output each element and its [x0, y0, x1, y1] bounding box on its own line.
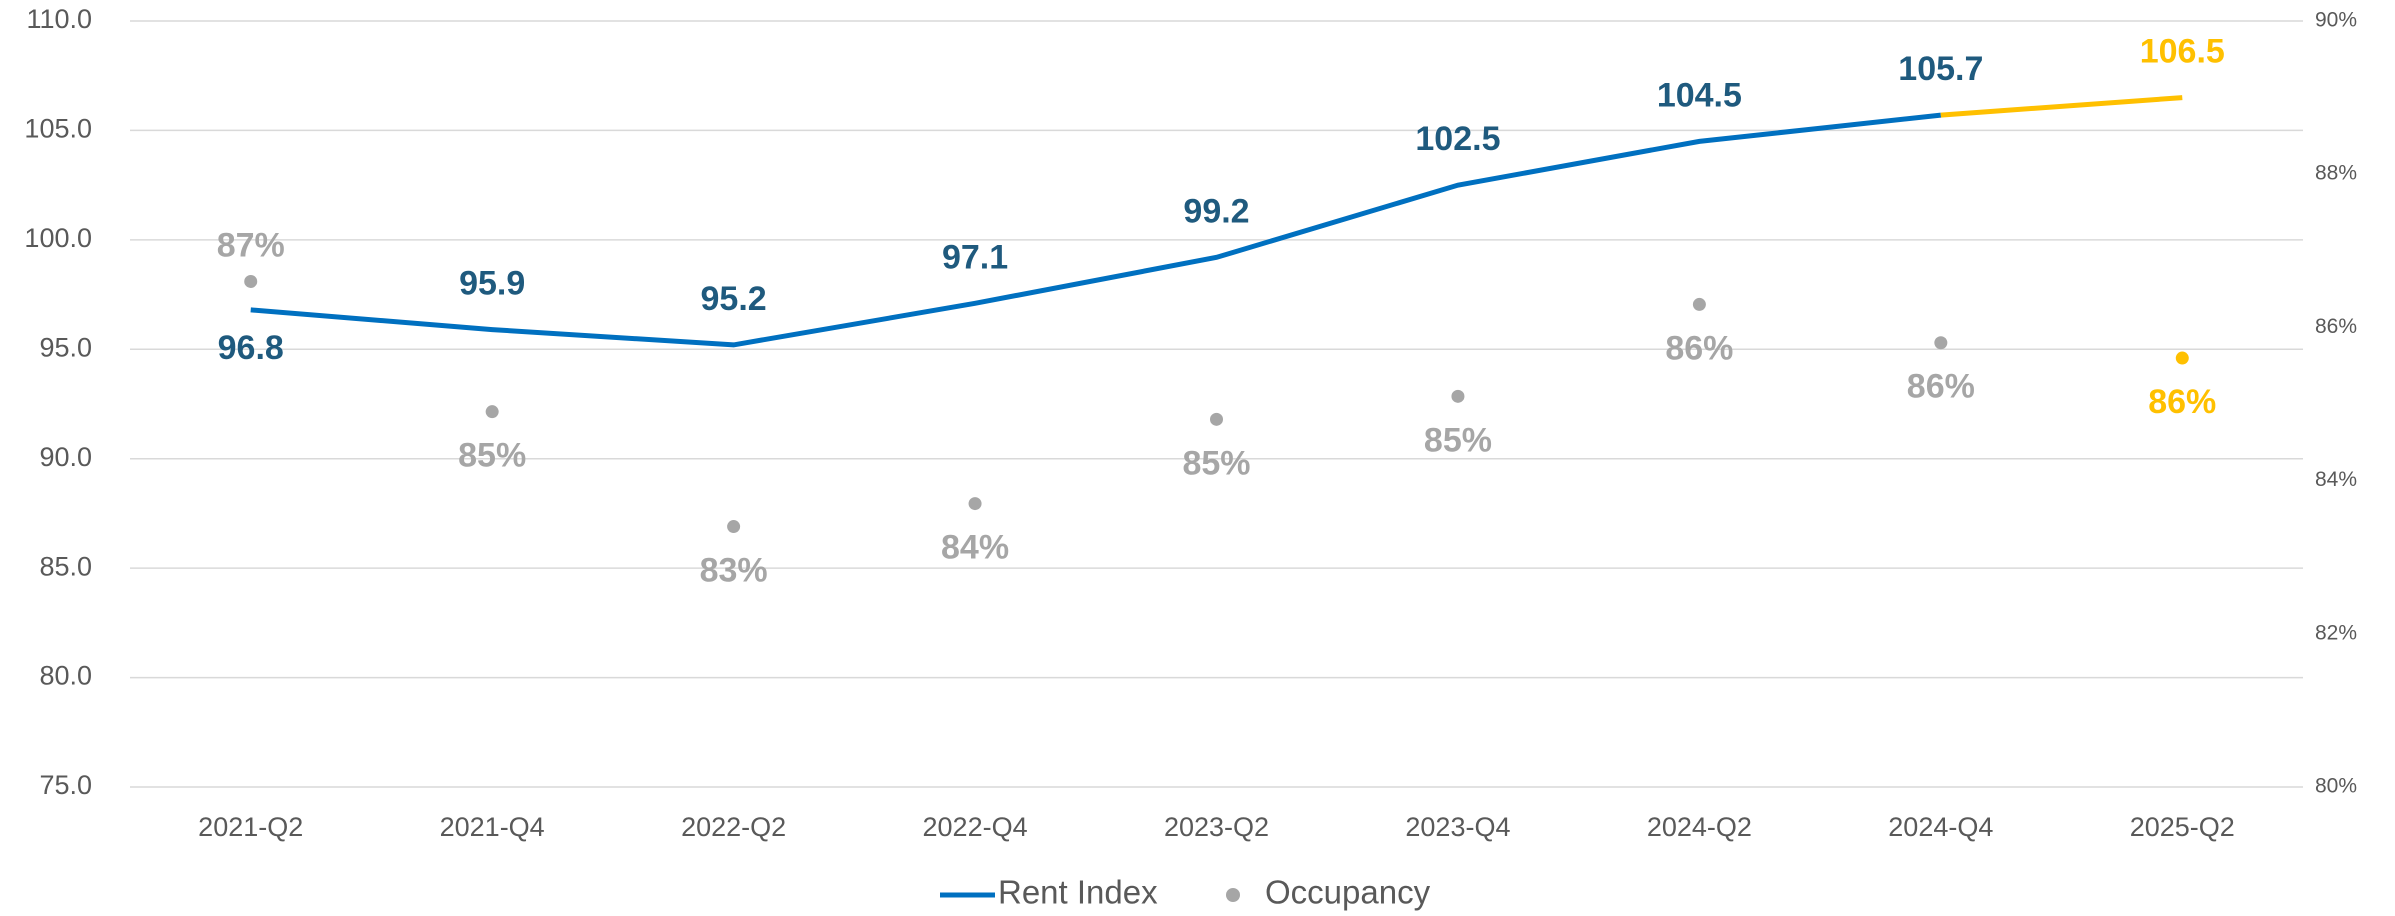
rent-label: 106.5 — [2140, 33, 2225, 71]
occupancy-label: 83% — [700, 552, 768, 590]
x-tick-label: 2022-Q4 — [923, 812, 1028, 842]
y-tick-label: 95.0 — [39, 332, 92, 362]
legend-label: Rent Index — [998, 874, 1158, 911]
x-tick-label: 2021-Q2 — [198, 812, 303, 842]
rent-line — [250, 112, 1942, 348]
y2-tick-label: 88% — [2315, 162, 2357, 185]
y-tick-label: 90.0 — [39, 442, 92, 472]
occupancy-point — [727, 520, 741, 534]
occupancy-point — [2175, 351, 2189, 365]
rent-label: 97.1 — [942, 238, 1008, 276]
y2-tick-label: 82% — [2315, 621, 2357, 644]
occupancy-point — [1934, 336, 1948, 350]
y-tick-label: 100.0 — [24, 223, 92, 253]
x-tick-label: 2024-Q4 — [1888, 812, 1993, 842]
occupancy-point — [244, 274, 258, 288]
occupancy-label: 85% — [1424, 421, 1492, 459]
occupancy-label: 85% — [458, 437, 526, 475]
x-tick-label: 2022-Q2 — [681, 812, 786, 842]
rent-label: 96.8 — [218, 329, 284, 367]
y-tick-label: 85.0 — [39, 551, 92, 581]
occupancy-point — [1451, 389, 1465, 403]
occupancy-label: 87% — [217, 226, 285, 264]
y-tick-label: 105.0 — [24, 114, 92, 144]
x-tick-label: 2025-Q2 — [2130, 812, 2235, 842]
rent-label: 102.5 — [1415, 120, 1500, 158]
rent-label: 95.9 — [459, 265, 525, 303]
y2-tick-label: 86% — [2315, 315, 2357, 338]
occupancy-point — [1692, 297, 1706, 311]
rent-line-forecast — [1940, 95, 2183, 118]
occupancy-point — [968, 497, 982, 511]
rent-label: 95.2 — [701, 280, 767, 318]
legend-swatch-dot — [1226, 888, 1240, 902]
x-tick-label: 2023-Q4 — [1405, 812, 1510, 842]
legend-label: Occupancy — [1265, 874, 1431, 911]
x-tick-label: 2021-Q4 — [440, 812, 545, 842]
x-tick-label: 2023-Q2 — [1164, 812, 1269, 842]
occupancy-label: 84% — [941, 529, 1009, 567]
y-tick-label: 110.0 — [26, 4, 92, 34]
occupancy-label: 86% — [2148, 383, 2216, 421]
y2-tick-label: 80% — [2315, 775, 2357, 798]
y2-tick-label: 90% — [2315, 9, 2357, 32]
occupancy-point — [485, 405, 499, 419]
occupancy-label: 86% — [1665, 329, 1733, 367]
y-tick-label: 75.0 — [39, 770, 92, 800]
occupancy-label: 85% — [1182, 444, 1250, 482]
rent-label: 105.7 — [1898, 50, 1983, 88]
x-tick-label: 2024-Q2 — [1647, 812, 1752, 842]
y2-tick-label: 84% — [2315, 468, 2357, 491]
y-tick-label: 80.0 — [39, 661, 92, 691]
occupancy-point — [1210, 412, 1223, 426]
occupancy-label: 86% — [1907, 368, 1975, 406]
rent-label: 99.2 — [1183, 192, 1249, 230]
rent-label: 104.5 — [1657, 76, 1742, 114]
